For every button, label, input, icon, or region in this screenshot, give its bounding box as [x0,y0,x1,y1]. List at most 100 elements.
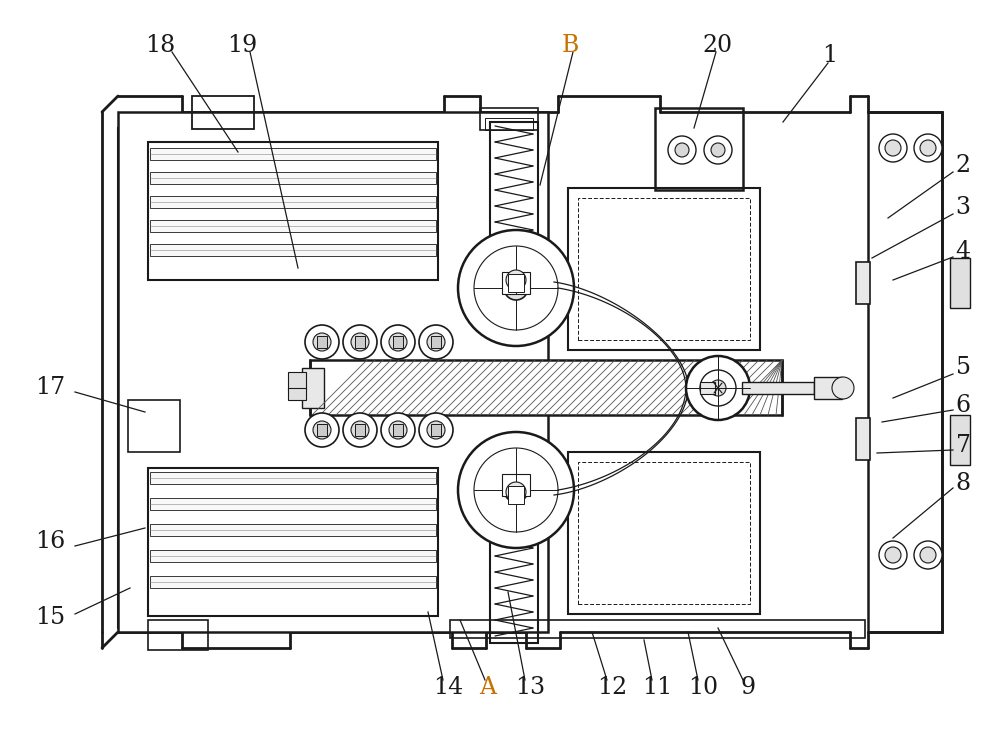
Bar [490,122,538,280]
Text: 14: 14 [433,676,463,698]
Circle shape [351,333,369,351]
Bar [310,360,782,415]
Bar [950,258,970,308]
Text: 9: 9 [740,676,756,698]
Bar [317,424,327,436]
Bar [302,368,324,408]
Circle shape [305,325,339,359]
Bar [856,418,870,460]
Bar [490,488,538,643]
Text: 7: 7 [956,434,970,456]
Circle shape [710,380,726,396]
Circle shape [389,421,407,439]
Circle shape [704,136,732,164]
Circle shape [343,325,377,359]
Bar [150,148,436,160]
Bar [393,424,403,436]
Bar [814,377,842,399]
Bar [150,244,436,256]
Bar [150,196,436,208]
Text: 12: 12 [597,676,627,698]
Bar [150,172,436,184]
Bar [508,486,524,504]
Text: 10: 10 [688,676,718,698]
Bar [578,198,750,340]
Circle shape [389,333,407,351]
Bar [355,424,365,436]
Text: 13: 13 [515,676,545,698]
Circle shape [419,413,453,447]
Bar [150,576,436,588]
Bar [150,550,436,562]
Circle shape [506,482,526,502]
Circle shape [879,541,907,569]
Circle shape [832,377,854,399]
Circle shape [313,421,331,439]
Circle shape [914,541,942,569]
Circle shape [381,325,415,359]
Bar [128,400,180,452]
Circle shape [474,246,558,330]
Circle shape [879,134,907,162]
Bar [485,118,533,130]
Bar [742,382,814,394]
Circle shape [504,478,528,502]
Bar [868,112,942,632]
Bar [568,452,760,614]
Bar [150,498,436,510]
Text: 8: 8 [955,472,971,495]
Bar [700,382,715,394]
Text: 18: 18 [145,34,175,57]
Circle shape [474,448,558,532]
Bar [150,472,436,484]
Text: A: A [480,676,496,698]
Circle shape [885,547,901,563]
Bar [950,415,970,465]
Bar [568,188,760,350]
Circle shape [711,143,725,157]
Bar [288,388,306,400]
Bar [118,112,548,632]
Bar [856,262,870,304]
Bar [192,96,254,129]
Circle shape [351,421,369,439]
Bar [148,620,208,650]
Circle shape [419,325,453,359]
Bar [578,462,750,604]
Bar [508,274,524,292]
Bar [502,474,530,496]
Circle shape [506,270,526,290]
Text: 20: 20 [703,34,733,57]
Bar [288,372,306,390]
Bar [393,336,403,348]
Text: 3: 3 [956,197,970,219]
Text: 6: 6 [955,394,971,417]
Bar [150,220,436,232]
Circle shape [920,547,936,563]
Circle shape [675,143,689,157]
Circle shape [343,413,377,447]
Circle shape [668,136,696,164]
Circle shape [504,276,528,300]
Circle shape [313,333,331,351]
Bar [431,424,441,436]
Circle shape [700,370,736,406]
Bar [148,468,438,616]
Text: 2: 2 [955,154,971,177]
Text: B: B [561,34,579,57]
Bar [655,108,743,190]
Circle shape [458,230,574,346]
Bar [450,620,865,638]
Bar [317,336,327,348]
Circle shape [427,333,445,351]
Circle shape [885,140,901,156]
Circle shape [427,421,445,439]
Circle shape [381,413,415,447]
Text: 11: 11 [642,676,672,698]
Circle shape [686,356,750,420]
Bar [480,108,538,130]
Bar [148,142,438,280]
Bar [431,336,441,348]
Circle shape [458,432,574,548]
Text: 19: 19 [227,34,257,57]
